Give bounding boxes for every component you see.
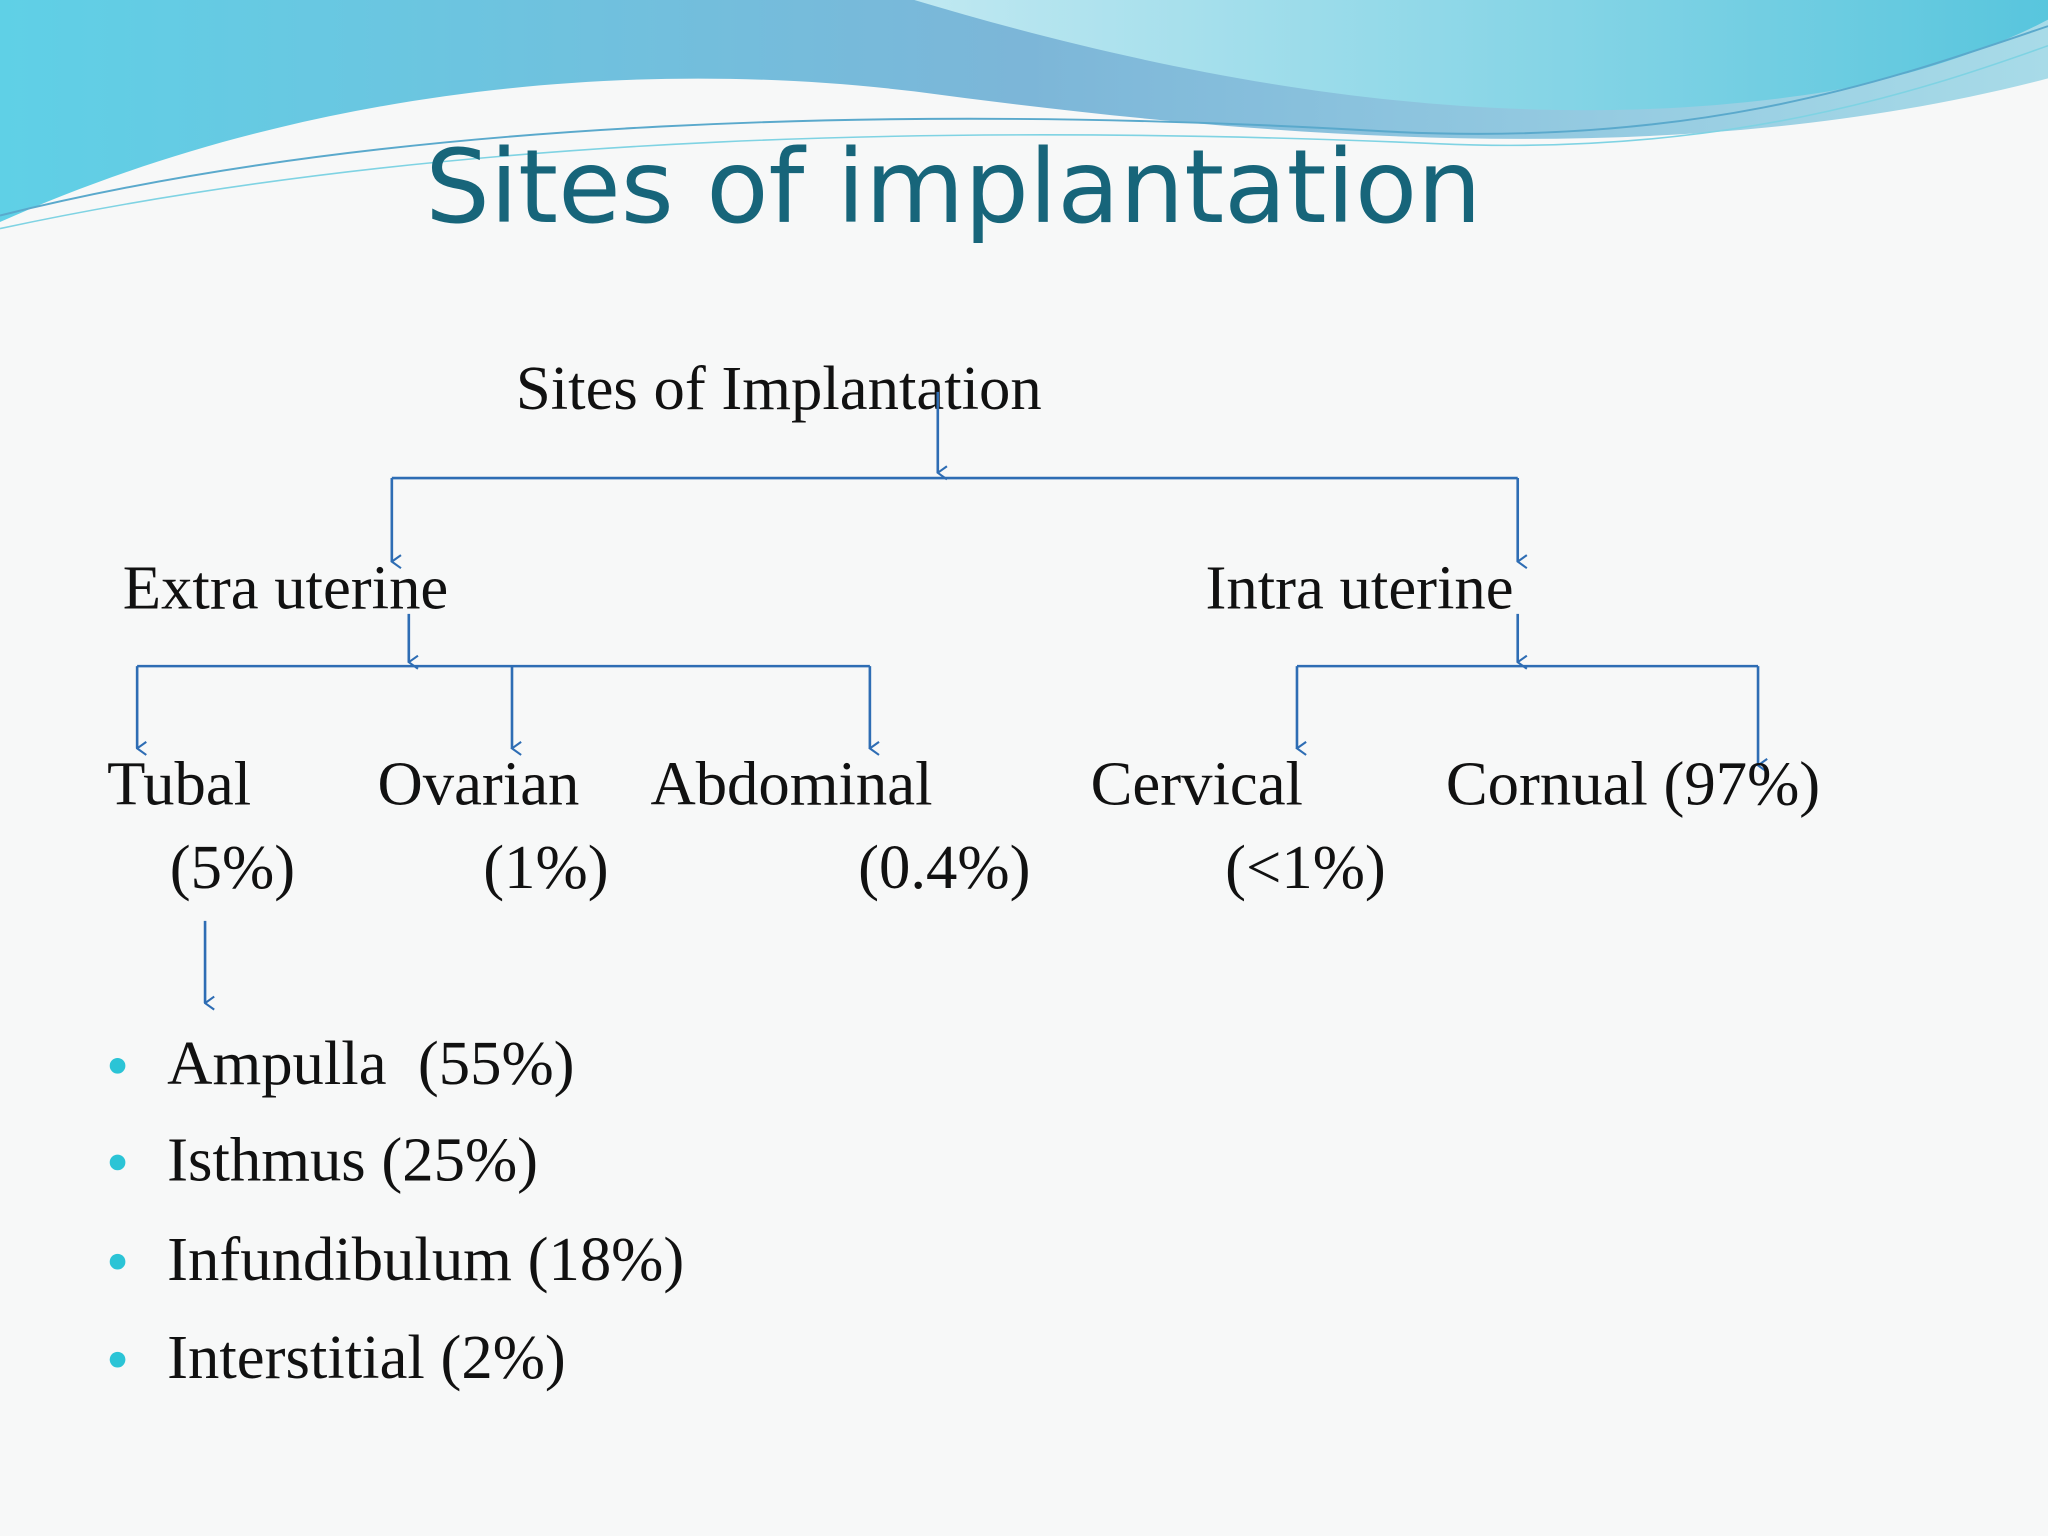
- tubal-site: Infundibulum (18%): [167, 1224, 684, 1294]
- tubal-site: Isthmus (25%): [167, 1125, 538, 1195]
- header-line: [0, 25, 2048, 217]
- leaf-share: (1%): [483, 832, 608, 902]
- bullet: [109, 1154, 126, 1171]
- leaf-share: (5%): [170, 832, 295, 902]
- tubal-site: Interstitial (2%): [167, 1322, 566, 1392]
- leaf-share: (<1%): [1225, 832, 1386, 902]
- leaf-node: Cervical: [1091, 749, 1303, 819]
- slide-title: Sites of implantation: [425, 128, 1482, 247]
- branch-node: Intra uterine: [1206, 553, 1514, 623]
- header-line: [0, 44, 2048, 230]
- leaf-node: Tubal: [107, 749, 251, 819]
- leaf-node: Abdominal: [650, 749, 932, 819]
- root-node: Sites of Implantation: [516, 353, 1042, 423]
- tubal-site: Ampulla (55%): [167, 1028, 574, 1098]
- header-wave-light: [914, 0, 2048, 111]
- bullet: [109, 1351, 126, 1368]
- leaf-node: Ovarian: [377, 749, 579, 819]
- branch-node: Extra uterine: [123, 553, 448, 623]
- bullet: [109, 1253, 126, 1270]
- connectors: [135, 391, 1758, 1003]
- leaf-share: (0.4%): [858, 832, 1030, 902]
- bullet: [109, 1057, 126, 1074]
- leaf-node: Cornual (97%): [1446, 749, 1820, 819]
- tubal-site-list: Ampulla (55%) Isthmus (25%) Infundibulum (…: [109, 1028, 684, 1392]
